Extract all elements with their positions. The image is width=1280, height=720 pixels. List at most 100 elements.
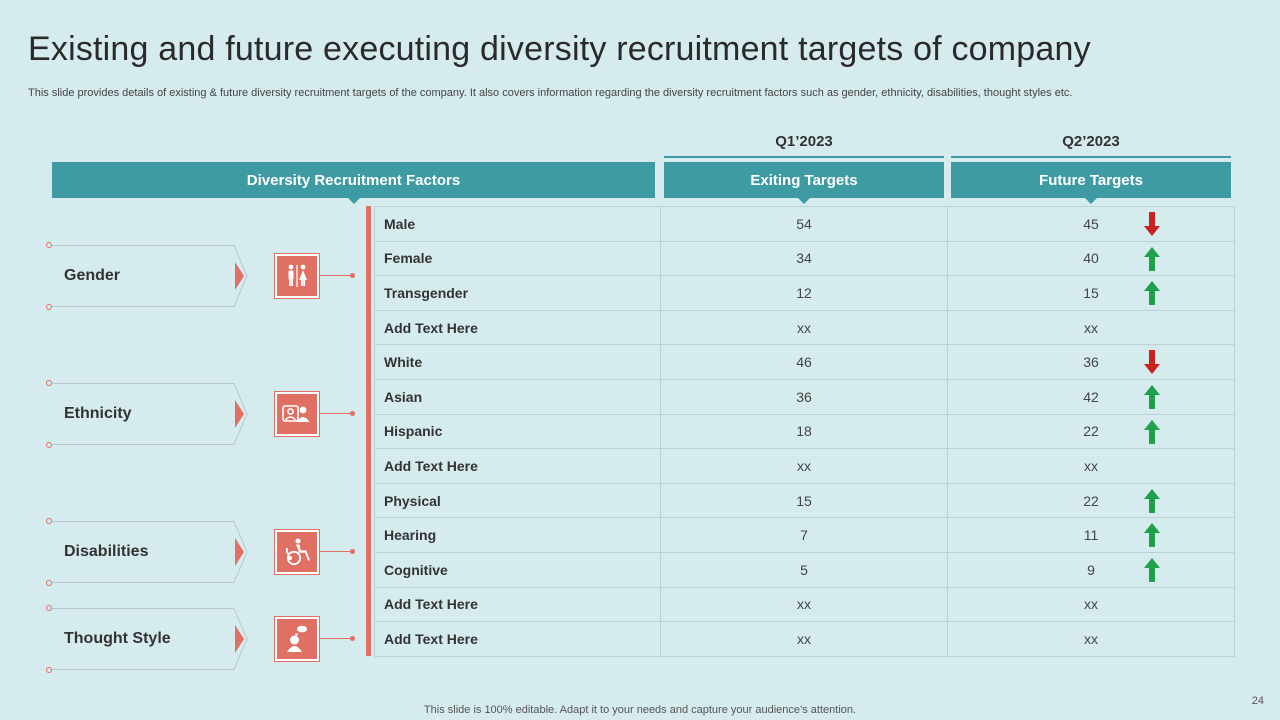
table-row: Transgender 12 15 (374, 275, 1235, 311)
footer-note: This slide is 100% editable. Adapt it to… (423, 704, 857, 716)
arrow-down-icon (1144, 350, 1160, 375)
existing-target-value: 12 (660, 275, 948, 311)
future-target-cell: xx (947, 621, 1235, 657)
connector-line (320, 638, 352, 639)
connector-dot (350, 549, 355, 554)
quarter-label-q1: Q1’2023 (775, 133, 833, 150)
future-target-cell: xx (947, 586, 1235, 623)
frame-corner-dots (46, 242, 52, 673)
table-row: Female 34 40 (374, 240, 1235, 277)
connector-line (320, 275, 352, 276)
future-target-value: 22 (1083, 492, 1099, 509)
future-target-value: 9 (1087, 561, 1095, 578)
category-name: Disabilities (64, 543, 149, 560)
factor-label: Add Text Here (374, 621, 661, 657)
future-target-cell: 11 (947, 517, 1235, 553)
slide-title: Existing and future executing diversity … (28, 30, 1091, 68)
existing-target-value: xx (660, 621, 948, 657)
targets-table: Male 54 45 Female 34 40 Transgender 12 15 Add Tex… (374, 206, 1235, 657)
table-row: Cognitive 5 9 (374, 551, 1235, 588)
future-target-value: 11 (1083, 527, 1099, 544)
existing-target-value: xx (660, 309, 948, 346)
connector-line (320, 551, 352, 552)
quarter-line-q1 (664, 156, 944, 158)
arrow-up-icon (1144, 281, 1160, 306)
arrow-up-icon (1144, 246, 1160, 271)
factor-label: White (374, 344, 661, 380)
future-target-value: xx (1084, 596, 1098, 613)
arrow-up-icon (1144, 523, 1160, 548)
category-gender: Gender (48, 245, 248, 307)
future-target-cell: xx (947, 309, 1235, 346)
connector-line (320, 413, 352, 414)
slide-subtitle: This slide provides details of existing … (28, 87, 1073, 99)
existing-target-value: xx (660, 448, 948, 484)
factor-label: Male (374, 206, 661, 242)
header-existing-targets: Exiting Targets (664, 162, 944, 204)
restroom-icon (274, 253, 320, 299)
connector-dot (350, 411, 355, 416)
category-name: Thought Style (64, 630, 171, 647)
factor-label: Add Text Here (374, 586, 661, 623)
arrow-up-icon (1144, 488, 1160, 513)
future-target-cell: 45 (947, 206, 1235, 242)
thinking-head-icon (274, 616, 320, 662)
factor-label: Hispanic (374, 413, 661, 450)
category-frame (48, 383, 248, 445)
table-row: White 46 36 (374, 344, 1235, 380)
factor-label: Transgender (374, 275, 661, 311)
coral-divider-bar (366, 206, 371, 656)
existing-target-value: 46 (660, 344, 948, 380)
arrow-down-icon (1144, 212, 1160, 236)
future-target-cell: 42 (947, 378, 1235, 415)
page-number: 24 (1251, 695, 1264, 707)
arrow-up-icon (1144, 419, 1160, 444)
factor-label: Asian (374, 378, 661, 415)
category-ethnicity: Ethnicity (48, 383, 248, 445)
table-row: Hearing 7 11 (374, 517, 1235, 553)
future-target-cell: 22 (947, 413, 1235, 450)
factor-label: Female (374, 240, 661, 277)
connector-dot (350, 636, 355, 641)
factor-label: Add Text Here (374, 448, 661, 484)
quarter-label-q2: Q2’2023 (1062, 133, 1120, 150)
existing-target-value: 5 (660, 551, 948, 588)
future-target-value: 45 (1083, 215, 1099, 232)
existing-target-value: 15 (660, 482, 948, 519)
future-target-value: 15 (1083, 284, 1099, 301)
category-frame (48, 521, 248, 583)
factor-label: Add Text Here (374, 309, 661, 346)
people-icon (274, 391, 320, 437)
table-row: Add Text Here xx xx (374, 309, 1235, 346)
future-target-value: xx (1084, 457, 1098, 474)
category-frame (48, 245, 248, 307)
category-frame (48, 608, 248, 670)
category-disabilities: Disabilities (48, 521, 248, 583)
existing-target-value: 18 (660, 413, 948, 450)
header-factors: Diversity Recruitment Factors (52, 162, 655, 204)
wheelchair-icon (274, 529, 320, 575)
future-target-cell: xx (947, 448, 1235, 484)
factor-label: Cognitive (374, 551, 661, 588)
table-row: Physical 15 22 (374, 482, 1235, 519)
existing-target-value: 7 (660, 517, 948, 553)
future-target-cell: 9 (947, 551, 1235, 588)
future-target-cell: 15 (947, 275, 1235, 311)
future-target-value: 40 (1083, 250, 1099, 267)
factor-label: Hearing (374, 517, 661, 553)
connector-dot (350, 273, 355, 278)
future-target-value: xx (1084, 319, 1098, 336)
existing-target-value: 34 (660, 240, 948, 277)
future-target-cell: 22 (947, 482, 1235, 519)
category-thought-style: Thought Style (48, 608, 248, 670)
future-target-value: 42 (1083, 388, 1099, 405)
arrow-up-icon (1144, 557, 1160, 582)
future-target-value: 22 (1083, 423, 1099, 440)
table-row: Add Text Here xx xx (374, 621, 1235, 657)
factor-label: Physical (374, 482, 661, 519)
table-row: Add Text Here xx xx (374, 586, 1235, 623)
existing-target-value: xx (660, 586, 948, 623)
category-name: Ethnicity (64, 405, 132, 422)
table-row: Add Text Here xx xx (374, 448, 1235, 484)
existing-target-value: 54 (660, 206, 948, 242)
